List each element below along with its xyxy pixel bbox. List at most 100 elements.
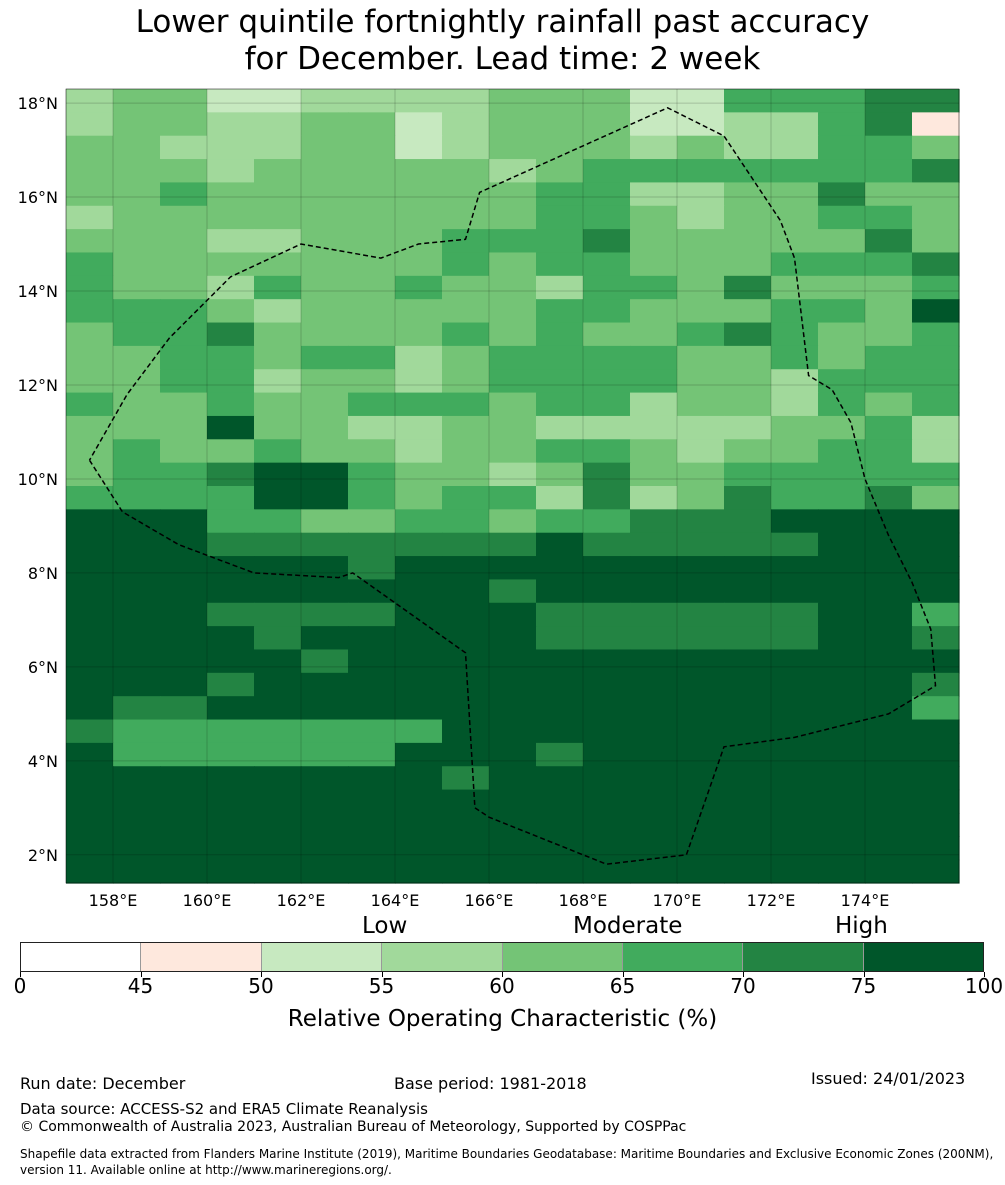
map-cell (677, 439, 725, 464)
map-cell (489, 626, 537, 651)
map-cell (771, 135, 819, 160)
map-cell (677, 789, 725, 814)
run-date: Run date: December (20, 1074, 186, 1093)
map-cell (630, 205, 678, 230)
map-cell (113, 789, 161, 814)
map-cell (395, 462, 443, 487)
map-cell (865, 742, 913, 767)
map-cell (724, 439, 772, 464)
map-cell (301, 182, 349, 207)
lon-label: 158°E (89, 891, 138, 910)
map-cell (113, 532, 161, 557)
map-cell (818, 89, 866, 113)
map-cell (348, 486, 396, 510)
map-cell (583, 182, 631, 207)
map-cell (66, 369, 114, 394)
map-cell (207, 275, 255, 300)
map-cell (536, 859, 584, 884)
map-cell (442, 299, 490, 324)
map-cell (395, 486, 443, 510)
map-cell (583, 509, 631, 534)
map-cell (771, 812, 819, 837)
map-cell (442, 369, 490, 394)
map-cell (865, 626, 913, 651)
map-cell (724, 205, 772, 230)
map-cell (66, 415, 114, 440)
map-cell (865, 112, 913, 137)
map-cell (630, 439, 678, 464)
map-cell (677, 859, 725, 884)
map-cell (66, 392, 114, 417)
map-cell (865, 579, 913, 604)
map-cell (160, 742, 208, 767)
map-cell (818, 486, 866, 510)
map-cell (301, 322, 349, 347)
map-cell (395, 322, 443, 347)
map-cell (395, 812, 443, 837)
map-cell (160, 415, 208, 440)
map-cell (771, 462, 819, 487)
map-cell (677, 462, 725, 487)
map-cell (677, 415, 725, 440)
map-cell (865, 859, 913, 884)
category-low: Low (362, 913, 408, 939)
map-frame (65, 88, 960, 884)
map-cell (677, 649, 725, 674)
map-cell (583, 369, 631, 394)
map-cell (724, 229, 772, 254)
map-cell (677, 812, 725, 837)
map-cell (254, 462, 302, 487)
map-cell (912, 299, 960, 324)
map-cell (724, 299, 772, 324)
colorbar-segment (382, 943, 503, 971)
map-cell (630, 532, 678, 557)
map-cell (583, 159, 631, 184)
map-cell (395, 369, 443, 394)
map-cell (66, 462, 114, 487)
colorbar-tick-label: 60 (489, 974, 515, 998)
map-cell (113, 672, 161, 697)
map-cell (207, 112, 255, 137)
map-cell (536, 275, 584, 300)
map-cell (348, 812, 396, 837)
map-cell (207, 322, 255, 347)
map-cell (160, 696, 208, 721)
map-cell (207, 159, 255, 184)
map-cell (912, 159, 960, 184)
map-cell (348, 789, 396, 814)
map-cell (160, 626, 208, 651)
map-cell (818, 182, 866, 207)
map-cell (442, 182, 490, 207)
map-cell (912, 322, 960, 347)
map-cell (301, 299, 349, 324)
map-cell (912, 205, 960, 230)
map-cell (160, 556, 208, 581)
map-cell (301, 345, 349, 370)
map-cell (536, 556, 584, 581)
map-cell (442, 836, 490, 861)
map-cell (442, 89, 490, 113)
map-cell (818, 159, 866, 184)
lon-label: 160°E (183, 891, 232, 910)
map-cell (160, 836, 208, 861)
map-cell (912, 415, 960, 440)
map-cell (536, 532, 584, 557)
map-cell (66, 182, 114, 207)
map-cell (207, 369, 255, 394)
map-cell (912, 766, 960, 791)
map-cell (489, 742, 537, 767)
map-cell (630, 415, 678, 440)
map-cell (583, 602, 631, 627)
map-cell (395, 532, 443, 557)
map-cell (536, 649, 584, 674)
colorbar-tick-mark (863, 972, 865, 977)
map-cell (489, 649, 537, 674)
map-cell (677, 182, 725, 207)
map-cell (912, 556, 960, 581)
map-cell (160, 322, 208, 347)
map-cell (771, 369, 819, 394)
map-cell (207, 89, 255, 113)
map-cell (160, 89, 208, 113)
map-cell (160, 532, 208, 557)
lon-label: 174°E (841, 891, 890, 910)
